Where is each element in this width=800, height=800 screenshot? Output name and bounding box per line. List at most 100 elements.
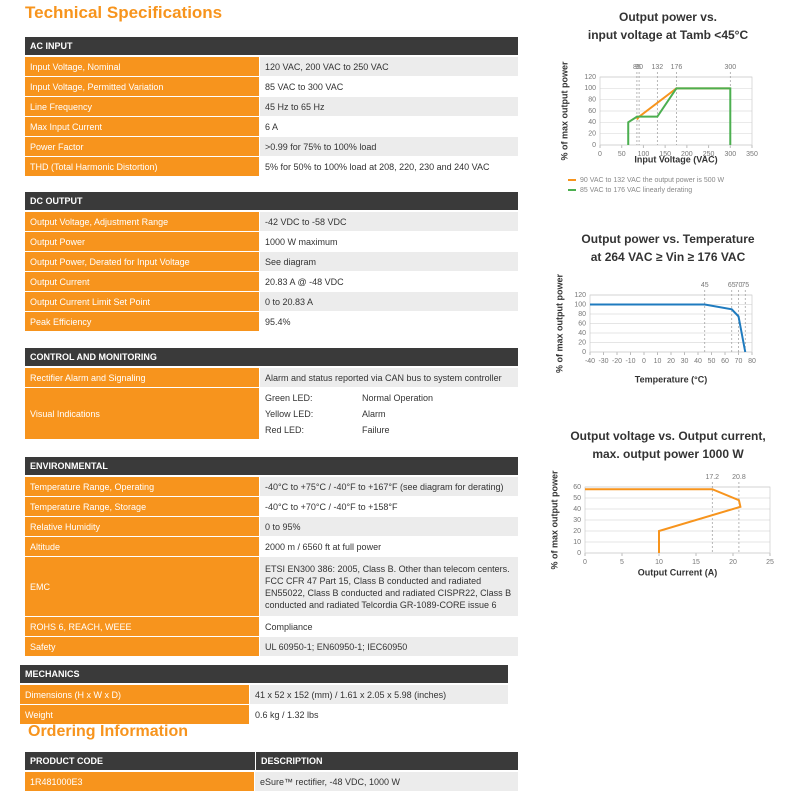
value-line: EN55022, Class B conducted and radiated … <box>265 587 512 598</box>
marker-label: 70 <box>735 282 743 289</box>
led-state: Normal Operation <box>362 392 434 403</box>
spec-row: Input Voltage, Permitted Variation 85 VAC… <box>25 77 518 97</box>
legend-label: 90 VAC to 132 VAC the output power is 50… <box>580 177 724 184</box>
y-tick-label: 0 <box>592 142 596 149</box>
spec-label: Safety <box>25 637 260 656</box>
legend-label: 85 VAC to 176 VAC linearly derating <box>580 187 692 194</box>
x-tick-label: 250 <box>703 151 715 158</box>
section-title: Ordering Information <box>28 723 188 740</box>
x-tick-label: 40 <box>694 358 702 365</box>
x-tick-label: -20 <box>612 358 622 365</box>
led-row: Red LED: Failure <box>265 422 513 438</box>
led-name: Yellow LED: <box>265 408 314 419</box>
spec-row: Visual Indications Green LED: Normal Opera… <box>25 388 518 440</box>
section-rows: Temperature Range, Operating -40°C to +75… <box>25 477 518 657</box>
y-axis-label: % of max output power <box>549 470 559 569</box>
y-tick-label: 100 <box>584 85 596 92</box>
led-name: Green LED: <box>265 392 313 403</box>
ordering-row: 1R481000E3 eSure™ rectifier, -48 VDC, 100… <box>25 772 518 792</box>
y-tick-label: 0 <box>577 550 581 557</box>
marker-label: 300 <box>724 64 736 71</box>
spec-label: Output Current Limit Set Point <box>25 292 260 311</box>
x-tick-label: 80 <box>748 358 756 365</box>
spec-row: EMC ETSI EN300 386: 2005, Class B. Other … <box>25 557 518 617</box>
y-tick-label: 40 <box>573 506 581 513</box>
x-tick-label: 0 <box>598 151 602 158</box>
plot-frame <box>589 294 753 353</box>
section-heading: ENVIRONMENTAL <box>25 457 518 475</box>
section-rows: Output Voltage, Adjustment Range -42 VDC … <box>25 212 518 332</box>
x-tick-label: 70 <box>735 358 743 365</box>
spec-row: Peak Efficiency 95.4% <box>25 312 518 332</box>
spec-label: Temperature Range, Storage <box>25 497 260 516</box>
x-tick-label: 350 <box>746 151 758 158</box>
chart-title: Output voltage vs. Output current, <box>570 429 765 443</box>
section-heading: MECHANICS <box>20 665 508 683</box>
spec-label: Dimensions (H x W x D) <box>20 685 250 704</box>
ordering-header: PRODUCT CODE DESCRIPTION <box>25 752 518 770</box>
x-tick-label: 10 <box>654 358 662 365</box>
y-tick-label: 20 <box>588 131 596 138</box>
spec-value: 5% for 50% to 100% load at 208, 220, 230… <box>260 157 518 176</box>
spec-label: Power Factor <box>25 137 260 156</box>
spec-value: See diagram <box>260 252 518 271</box>
y-tick-label: 0 <box>582 349 586 356</box>
spec-row: Line Frequency 45 Hz to 65 Hz <box>25 97 518 117</box>
led-state: Failure <box>362 424 390 435</box>
spec-row: Dimensions (H x W x D) 41 x 52 x 152 (mm)… <box>20 685 508 705</box>
spec-value: 0 to 20.83 A <box>260 292 518 311</box>
spec-value: Alarm and status reported via CAN bus to… <box>260 368 518 387</box>
value-line: FCC CFR 47 Part 15, Class B conducted an… <box>265 575 482 586</box>
marker-label: 45 <box>701 282 709 289</box>
spec-row: Output Power 1000 W maximum <box>25 232 518 252</box>
x-tick-label: 100 <box>638 151 650 158</box>
product-code: 1R481000E3 <box>25 772 255 791</box>
spec-label: Max Input Current <box>25 117 260 136</box>
plot-frame <box>599 76 753 146</box>
spec-section: DC OUTPUT Output Voltage, Adjustment Rang… <box>25 192 518 332</box>
spec-label: Line Frequency <box>25 97 260 116</box>
spec-section: AC INPUT Input Voltage, Nominal 120 VAC, 2… <box>25 37 518 177</box>
spec-value: Green LED: Normal Operation Yellow LED: Ala… <box>260 388 518 439</box>
y-tick-label: 40 <box>588 119 596 126</box>
y-tick-label: 100 <box>574 301 586 308</box>
x-tick-label: 50 <box>708 358 716 365</box>
spec-value: 2000 m / 6560 ft at full power <box>260 537 518 556</box>
spec-label: Peak Efficiency <box>25 312 260 331</box>
spec-label: Altitude <box>25 537 260 556</box>
spec-label: Output Power, Derated for Input Voltage <box>25 252 260 271</box>
spec-row: Output Current 20.83 A @ -48 VDC <box>25 272 518 292</box>
x-tick-label: 0 <box>583 559 587 566</box>
x-axis-label: Output Current (A) <box>638 567 717 577</box>
spec-label: EMC <box>25 557 260 616</box>
data-line <box>590 303 747 353</box>
marker-label: 65 <box>728 282 736 289</box>
header-cell: PRODUCT CODE <box>30 756 104 766</box>
page-title: Technical Specifications <box>25 3 223 22</box>
spec-value: 41 x 52 x 152 (mm) / 1.61 x 2.05 x 5.98 … <box>250 685 508 704</box>
x-tick-label: 25 <box>766 559 774 566</box>
x-tick-label: -40 <box>585 358 595 365</box>
chart-title: input voltage at Tamb <45°C <box>588 28 749 42</box>
led-state: Alarm <box>362 408 386 419</box>
spec-label: Rectifier Alarm and Signaling <box>25 368 260 387</box>
spec-row: Rectifier Alarm and Signaling Alarm and s… <box>25 368 518 388</box>
marker-label: 85 <box>633 64 641 71</box>
x-tick-label: 10 <box>655 559 663 566</box>
led-row: Yellow LED: Alarm <box>265 406 513 422</box>
y-axis-label: % of max output power <box>554 274 564 373</box>
chart-title: max. output power 1000 W <box>592 447 744 461</box>
marker-label: 20.8 <box>732 474 746 481</box>
value-line: conducted and radiated Telcordia GR-1089… <box>265 599 497 610</box>
y-tick-label: 50 <box>573 495 581 502</box>
spec-label: Visual Indications <box>25 388 260 439</box>
spec-value: 20.83 A @ -48 VDC <box>260 272 518 291</box>
x-tick-label: -10 <box>625 358 635 365</box>
section-heading: CONTROL AND MONITORING <box>25 348 518 366</box>
section-heading: DC OUTPUT <box>25 192 518 210</box>
spec-row: Power Factor >0.99 for 75% to 100% load <box>25 137 518 157</box>
spec-row: Output Voltage, Adjustment Range -42 VDC … <box>25 212 518 232</box>
y-tick-label: 120 <box>574 292 586 299</box>
spec-row: Relative Humidity 0 to 95% <box>25 517 518 537</box>
x-tick-label: 60 <box>721 358 729 365</box>
